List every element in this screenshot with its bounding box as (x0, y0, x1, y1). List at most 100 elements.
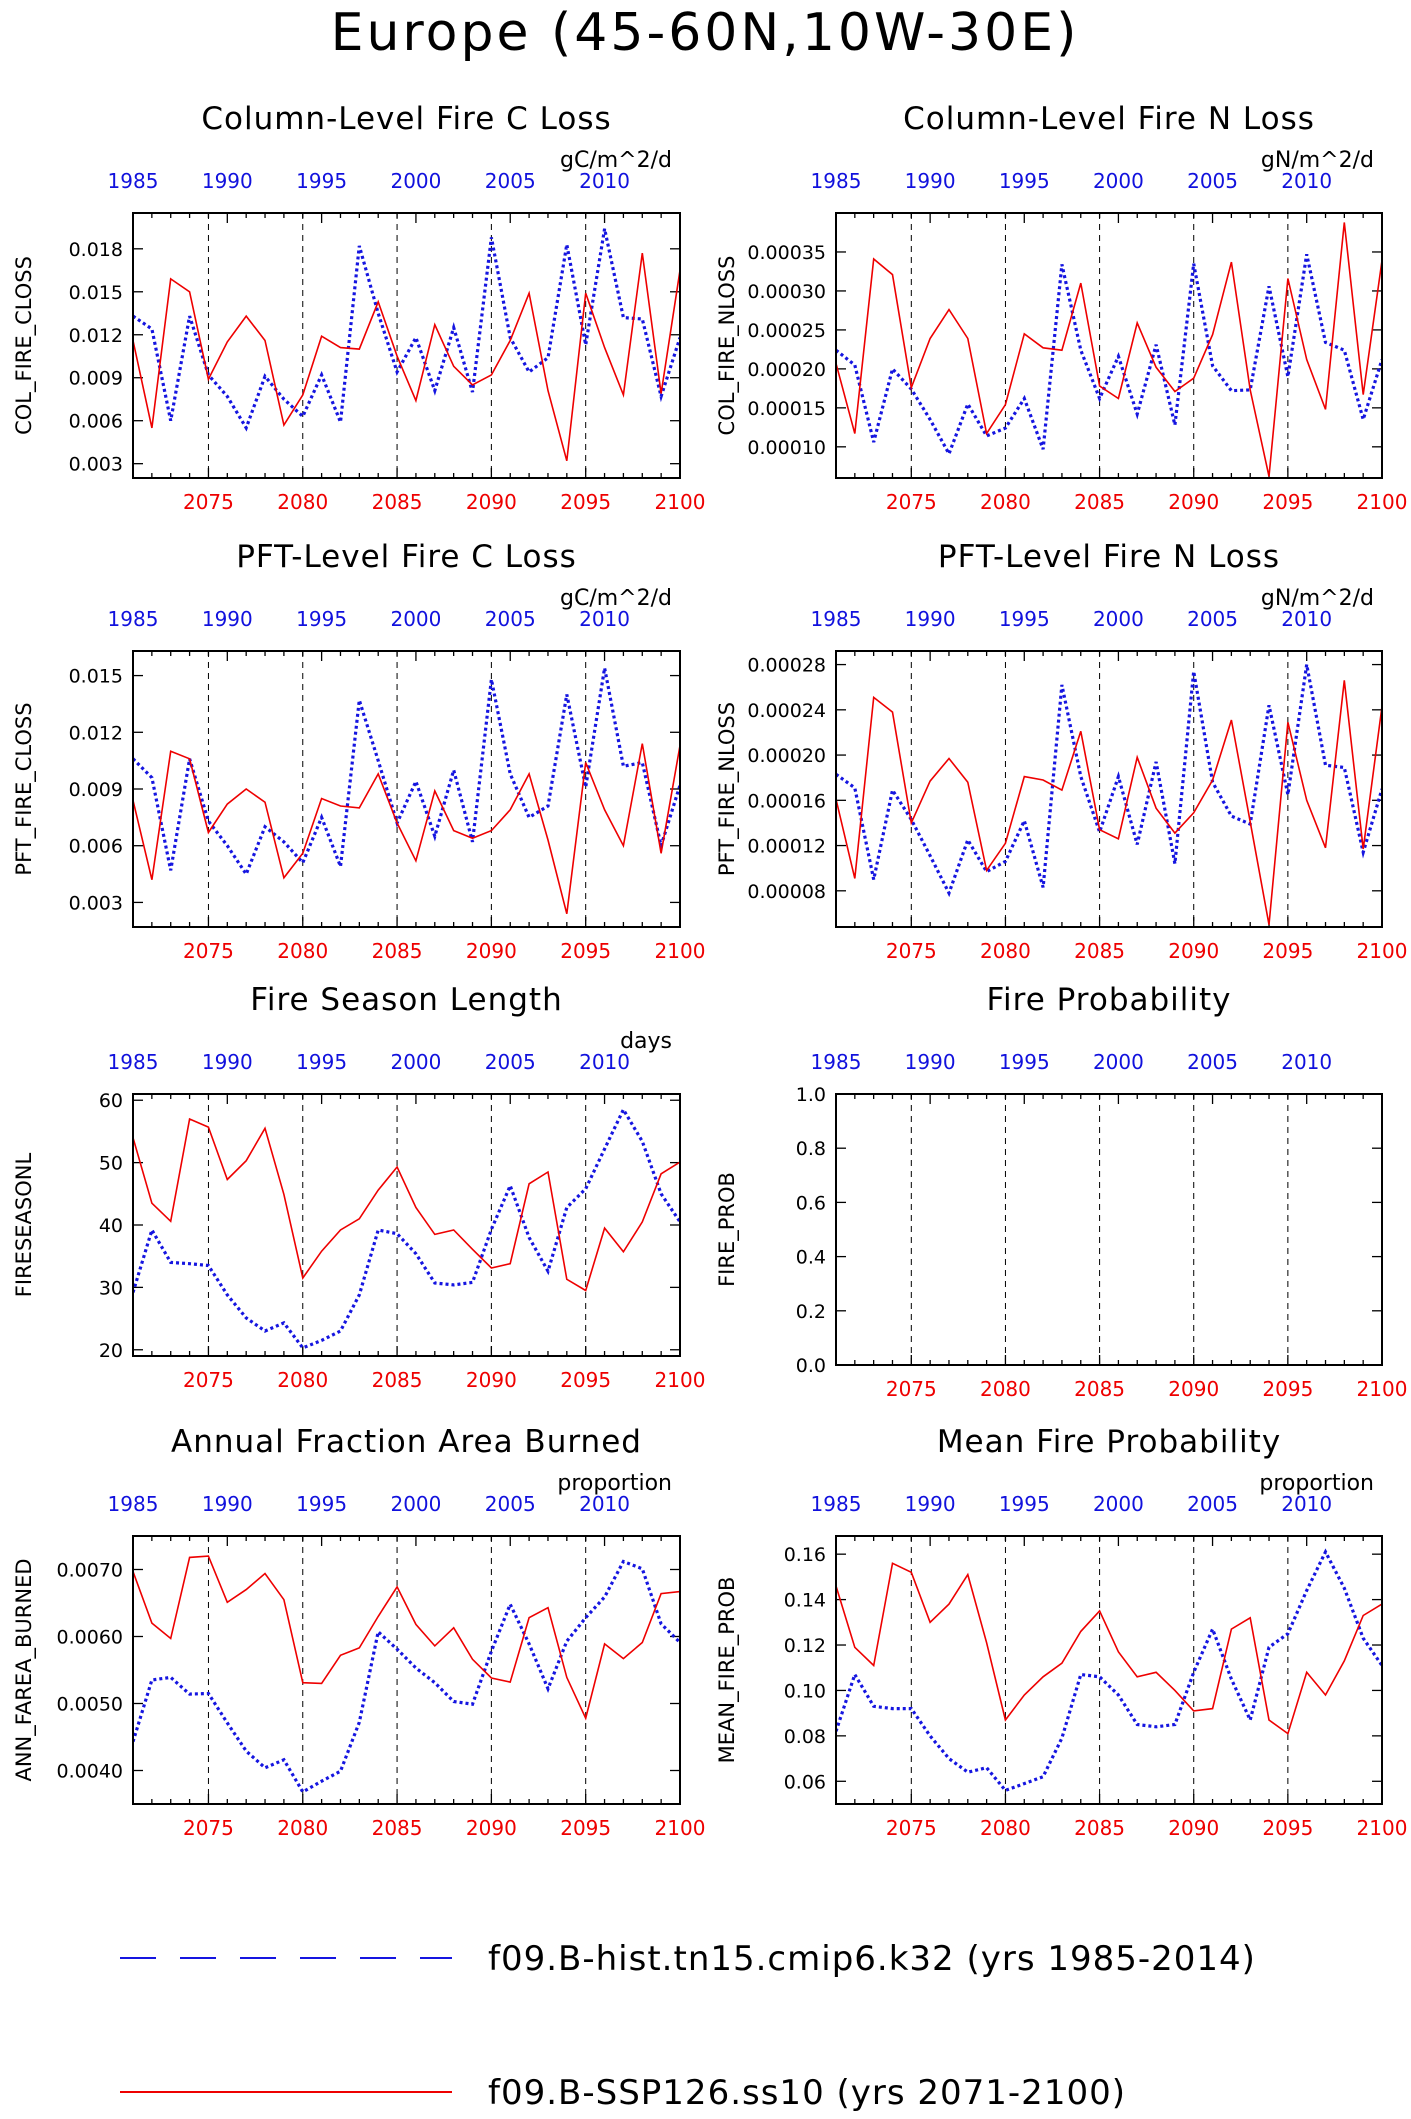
y-tick-label: 0.4 (796, 1247, 826, 1269)
y-tick-label: 0.16 (784, 1544, 826, 1566)
x-tick-label-top: 2010 (579, 607, 630, 631)
x-tick-label-bottom: 2090 (1168, 1377, 1219, 1401)
x-tick-label-bottom: 2100 (655, 1368, 706, 1392)
y-tick-label: 0.012 (69, 722, 123, 744)
x-tick-label-top: 2000 (390, 169, 441, 193)
x-tick-label-bottom: 2090 (1168, 490, 1219, 514)
y-tick-label: 0.00025 (747, 320, 826, 342)
plot-frame (835, 650, 1383, 928)
plot-frame (132, 650, 681, 928)
x-tick-label-bottom: 2085 (372, 939, 423, 963)
plot-frame (835, 1535, 1383, 1805)
legend: f09.B-hist.tn15.cmip6.k32 (yrs 1985-2014… (120, 1939, 1256, 2113)
plot-frame (835, 1093, 1383, 1366)
y-tick-label: 0.00010 (747, 437, 826, 459)
x-tick-label-top: 1985 (811, 607, 862, 631)
x-tick-label-top: 2005 (485, 1492, 536, 1516)
series-hist-line (836, 1548, 1382, 1793)
y-tick-label: 0.2 (796, 1301, 826, 1323)
panel-5: Fire Season Length days 2075 2080 2085 2090 20… (12, 982, 705, 1392)
y-tick-label: 0.00015 (747, 398, 826, 420)
x-tick-label-bottom: 2080 (980, 490, 1031, 514)
panel-title: Annual Fraction Area Burned (171, 1424, 642, 1460)
x-tick-label-bottom: 2075 (183, 939, 234, 963)
y-tick-label: 0.00012 (747, 836, 826, 858)
y-tick-label: 60 (99, 1090, 123, 1112)
x-tick-label-bottom: 2085 (1074, 1377, 1125, 1401)
panel-units: gN/m^2/d (1261, 148, 1374, 173)
x-tick-label-top: 2005 (1187, 1492, 1238, 1516)
panel-title: Fire Season Length (250, 982, 562, 1018)
x-tick-label-bottom: 2075 (886, 1816, 937, 1840)
x-tick-label-top: 2005 (485, 607, 536, 631)
x-tick-label-bottom: 2090 (1168, 939, 1219, 963)
x-tick-label-top: 1990 (905, 169, 956, 193)
y-tick-label: 0.00030 (747, 281, 826, 303)
x-tick-label-top: 2010 (1281, 1492, 1332, 1516)
y-tick-label: 0.00028 (747, 655, 826, 677)
y-tick-label: 0.0040 (57, 1761, 123, 1783)
series-hist-line (133, 667, 680, 878)
x-tick-label-bottom: 2080 (980, 939, 1031, 963)
x-tick-label-bottom: 2085 (1074, 939, 1125, 963)
plot-frame (132, 212, 681, 479)
x-tick-label-bottom: 2075 (183, 1816, 234, 1840)
x-tick-label-top: 2000 (390, 1492, 441, 1516)
x-tick-label-top: 2000 (1093, 169, 1144, 193)
y-tick-label: 0.0050 (57, 1694, 123, 1716)
plot-frame (132, 1535, 681, 1805)
panel-title: PFT-Level Fire N Loss (938, 539, 1280, 575)
x-tick-label-bottom: 2080 (980, 1377, 1031, 1401)
y-tick-label: 20 (99, 1340, 123, 1362)
x-tick-label-top: 2010 (579, 1492, 630, 1516)
x-tick-label-top: 2010 (1281, 1050, 1332, 1074)
series-hist-line (133, 1106, 680, 1350)
x-tick-label-top: 1985 (811, 1050, 862, 1074)
y-tick-label: 0.10 (784, 1680, 826, 1702)
x-tick-label-top: 2005 (1187, 1050, 1238, 1074)
y-tick-label: 40 (99, 1215, 123, 1237)
panel-7: Annual Fraction Area Burned proportion 207… (12, 1424, 705, 1840)
x-tick-label-bottom: 2080 (277, 1816, 328, 1840)
y-axis-label: COL_FIRE_CLOSS (12, 256, 37, 435)
x-tick-label-bottom: 2100 (1357, 1377, 1408, 1401)
x-tick-label-top: 2000 (1093, 607, 1144, 631)
series-hist-line (836, 253, 1382, 458)
x-tick-label-top: 1995 (999, 1050, 1050, 1074)
panel-units: proportion (557, 1471, 672, 1496)
x-tick-label-bottom: 2090 (466, 1368, 517, 1392)
x-tick-label-bottom: 2085 (372, 1368, 423, 1392)
y-tick-label: 0.003 (69, 454, 123, 476)
y-tick-label: 0.12 (784, 1635, 826, 1657)
panel-title: Fire Probability (986, 982, 1231, 1018)
x-tick-label-bottom: 2085 (1074, 490, 1125, 514)
x-tick-label-top: 1985 (108, 607, 159, 631)
x-tick-label-top: 1985 (811, 169, 862, 193)
y-tick-label: 0.015 (69, 666, 123, 688)
x-tick-label-top: 1995 (999, 607, 1050, 631)
legend-hist-label: f09.B-hist.tn15.cmip6.k32 (yrs 1985-2014… (488, 1939, 1256, 1979)
y-tick-label: 0.00020 (747, 359, 826, 381)
x-tick-label-top: 1995 (296, 607, 347, 631)
y-tick-label: 0.14 (784, 1590, 826, 1612)
x-tick-label-top: 1990 (905, 1050, 956, 1074)
x-tick-label-bottom: 2100 (1357, 939, 1408, 963)
y-tick-label: 0.0070 (57, 1560, 123, 1582)
x-tick-label-top: 2005 (1187, 169, 1238, 193)
x-tick-label-bottom: 2085 (1074, 1816, 1125, 1840)
panel-title: Column-Level Fire C Loss (201, 101, 611, 137)
x-tick-label-top: 2010 (579, 1050, 630, 1074)
x-tick-label-bottom: 2095 (1262, 939, 1313, 963)
chart-panels: Column-Level Fire C Loss gC/m^2/d 2075 2080… (12, 101, 1407, 1840)
plot-frame (835, 212, 1383, 479)
x-tick-label-bottom: 2090 (1168, 1816, 1219, 1840)
x-tick-label-bottom: 2075 (183, 490, 234, 514)
x-tick-label-top: 1990 (202, 607, 253, 631)
x-tick-label-bottom: 2080 (277, 939, 328, 963)
panel-8: Mean Fire Probability proportion 2075 2080 2… (715, 1424, 1407, 1840)
y-tick-label: 0.06 (784, 1771, 826, 1793)
series-ssp-line (133, 1117, 680, 1292)
plot-frame (132, 1093, 681, 1357)
y-tick-label: 0.00016 (747, 790, 826, 812)
x-tick-label-top: 1995 (999, 1492, 1050, 1516)
